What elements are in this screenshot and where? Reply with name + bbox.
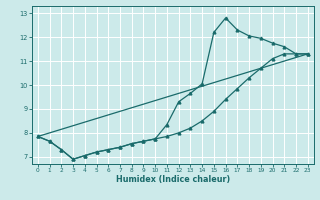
X-axis label: Humidex (Indice chaleur): Humidex (Indice chaleur) — [116, 175, 230, 184]
